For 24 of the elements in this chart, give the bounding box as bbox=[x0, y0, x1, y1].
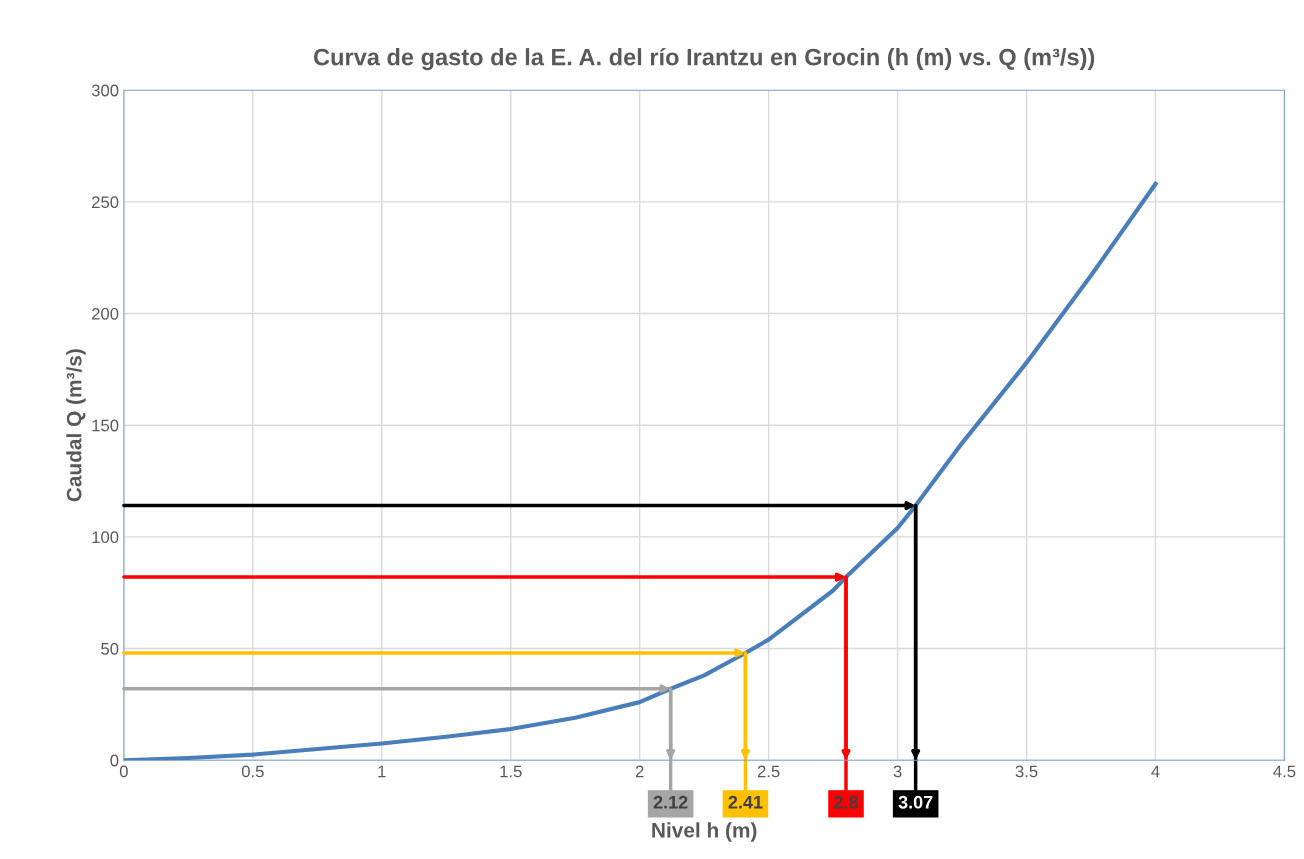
x-tick-label: 0.5 bbox=[241, 765, 264, 778]
x-tick-label: 4 bbox=[1151, 765, 1160, 778]
x-tick-label: 2.5 bbox=[757, 765, 780, 778]
y-tick-label: 100 bbox=[92, 531, 119, 544]
y-tick-label: 250 bbox=[92, 196, 119, 209]
y-tick-label: 300 bbox=[91, 84, 119, 97]
annotation: 2.8 bbox=[834, 795, 858, 809]
annotation: 2.12 bbox=[653, 795, 688, 809]
annotation: 2.41 bbox=[728, 795, 763, 809]
annotation: 3.07 bbox=[898, 795, 933, 809]
x-tick-label: 0 bbox=[119, 765, 128, 778]
x-axis-title: Nivel h (m) bbox=[652, 822, 757, 842]
y-tick-label: 0 bbox=[110, 754, 119, 767]
y-tick-label: 200 bbox=[92, 307, 119, 320]
chart-title: Curva de gasto de la E. A. del río Irantzu en Grocin (h (m) vs. Q (m³/s)) bbox=[313, 47, 1095, 71]
x-tick-label: 1 bbox=[378, 765, 386, 778]
x-tick-label: 1.5 bbox=[500, 765, 522, 778]
y-axis-title: Caudal Q (m³/s) bbox=[66, 349, 86, 502]
x-tick-label: 4.5 bbox=[1273, 765, 1296, 778]
x-tick-label: 3 bbox=[893, 765, 902, 778]
x-tick-label: 2 bbox=[635, 765, 644, 778]
y-tick-label: 50 bbox=[101, 642, 119, 655]
x-tick-label: 3.5 bbox=[1015, 765, 1038, 778]
y-tick-label: 150 bbox=[92, 419, 119, 432]
